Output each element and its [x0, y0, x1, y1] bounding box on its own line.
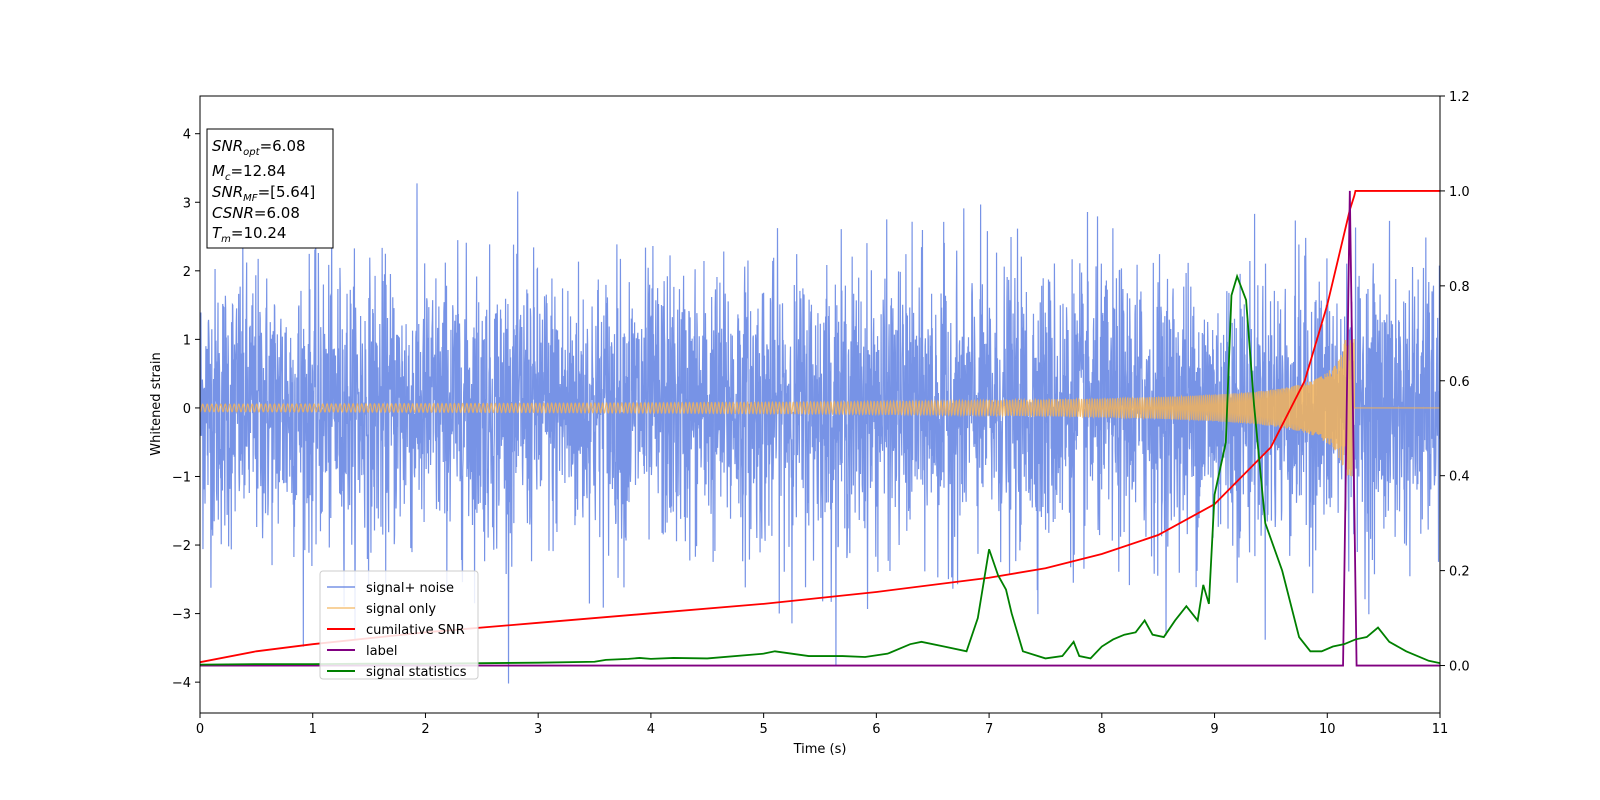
legend-label: signal statistics	[366, 665, 467, 680]
series-signal-only	[200, 339, 1440, 477]
info-snr-mf: SNRMF=[5.64]	[212, 183, 315, 204]
legend-label: signal+ noise	[366, 581, 454, 596]
y-left-tick-label: 3	[183, 196, 191, 211]
plot-frame	[199, 95, 1441, 714]
x-tick-label: 0	[196, 722, 204, 737]
info-tm: Tm=10.24	[212, 224, 286, 245]
x-tick-label: 10	[1319, 722, 1336, 737]
y-right-tick-label: 1.0	[1449, 185, 1470, 200]
info-box: SNRopt=6.08 Mc=12.84 SNRMF=[5.64] CSNR=6…	[206, 128, 334, 249]
y-left-tick-label: 4	[183, 128, 191, 143]
legend-label: cumilative SNR	[366, 623, 465, 638]
y-right-tick-label: 0.0	[1449, 660, 1470, 675]
x-tick-label: 6	[872, 722, 880, 737]
x-tick-label: 4	[647, 722, 655, 737]
y-left-tick-label: −2	[172, 539, 191, 554]
x-tick-label: 11	[1432, 722, 1449, 737]
y-right-tick-label: 0.6	[1449, 375, 1470, 390]
y-axis-left: −4 −3 −2 −1 0 1 2 3 4	[172, 128, 200, 691]
series-label	[200, 190, 1440, 667]
line-signal-only	[200, 339, 1440, 477]
y-right-tick-label: 0.8	[1449, 280, 1470, 295]
y-right-tick-label: 1.2	[1449, 90, 1470, 105]
y-left-tick-label: −1	[172, 470, 191, 485]
x-tick-label: 8	[1098, 722, 1106, 737]
info-mc: Mc=12.84	[212, 162, 286, 183]
x-tick-label: 5	[759, 722, 767, 737]
legend: signal+ noise signal only cumilative SNR la…	[319, 570, 479, 680]
line-label	[200, 190, 1440, 667]
series-signal-statistics	[200, 273, 1440, 666]
line-signal-statistics	[200, 273, 1440, 666]
y-axis-right: 0.0 0.2 0.4 0.6 0.8 1.0 1.2	[1440, 90, 1470, 675]
x-tick-label: 7	[985, 722, 993, 737]
y-left-tick-label: −3	[172, 608, 191, 623]
y-left-tick-label: −4	[172, 676, 191, 691]
x-axis: 0 1 2 3 4 5 6 7 8 9 10 11	[196, 713, 1448, 737]
y-axis-label: Whitened strain	[149, 352, 164, 455]
legend-label: signal only	[366, 602, 436, 617]
x-tick-label: 2	[421, 722, 429, 737]
x-axis-label: Time (s)	[793, 742, 847, 757]
x-tick-label: 1	[309, 722, 317, 737]
info-snr-opt: SNRopt=6.08	[212, 137, 306, 158]
info-csnr: CSNR=6.08	[212, 204, 300, 222]
x-tick-label: 9	[1210, 722, 1218, 737]
y-right-tick-label: 0.4	[1449, 470, 1470, 485]
y-left-tick-label: 0	[183, 402, 191, 417]
x-tick-label: 3	[534, 722, 542, 737]
y-left-tick-label: 1	[183, 333, 191, 348]
y-left-tick-label: 2	[183, 265, 191, 280]
legend-label: label	[366, 644, 397, 659]
y-right-tick-label: 0.2	[1449, 565, 1470, 580]
